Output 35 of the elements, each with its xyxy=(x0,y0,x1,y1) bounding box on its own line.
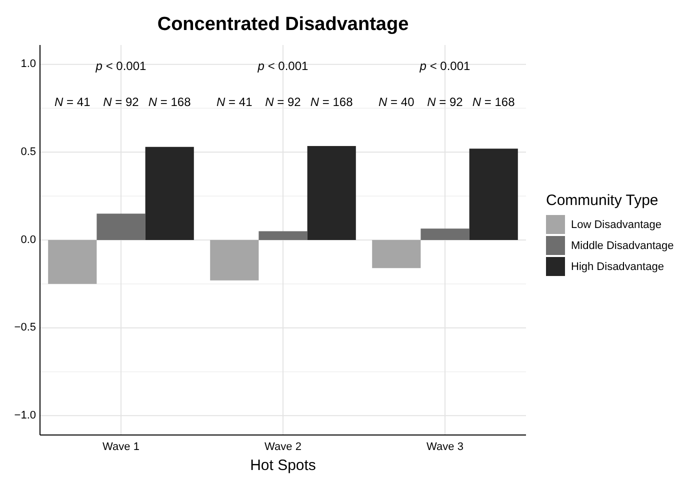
annotation: N = 168 xyxy=(148,95,192,110)
legend-label: High Disadvantage xyxy=(571,260,664,273)
bar xyxy=(96,214,146,240)
legend-label: Low Disadvantage xyxy=(571,218,662,231)
y-tick-label: 0.5 xyxy=(20,146,36,158)
legend-label: Middle Disadvantage xyxy=(571,240,674,252)
annotation: N = 168 xyxy=(472,95,516,110)
y-tick-label: −1.0 xyxy=(14,410,36,422)
annotation: p < 0.001 xyxy=(94,59,147,74)
bar xyxy=(48,240,97,284)
annotation: N = 40 xyxy=(378,95,415,110)
bar xyxy=(145,146,194,240)
annotation: N = 92 xyxy=(103,95,140,110)
annotation: p < 0.001 xyxy=(256,59,309,74)
y-tick-label: 0.0 xyxy=(20,234,36,246)
annotation: N = 41 xyxy=(54,95,91,110)
x-tick-label: Wave 1 xyxy=(102,441,140,453)
annotation: N = 92 xyxy=(265,95,302,110)
x-axis-title: Hot Spots xyxy=(250,457,316,474)
y-tick-label: −0.5 xyxy=(14,322,36,334)
bar xyxy=(372,240,421,268)
bar xyxy=(307,146,356,240)
bar xyxy=(420,228,470,240)
bar xyxy=(258,231,308,240)
x-tick-label: Wave 3 xyxy=(426,441,464,453)
legend-title: Community Type xyxy=(546,192,658,209)
x-tick-label: Wave 2 xyxy=(264,441,302,453)
bar xyxy=(469,148,518,240)
annotation: p < 0.001 xyxy=(418,59,471,74)
bar xyxy=(210,240,259,280)
annotation: N = 41 xyxy=(216,95,253,110)
y-tick-label: 1.0 xyxy=(20,58,36,70)
annotation: N = 168 xyxy=(310,95,354,110)
chart-title: Concentrated Disadvantage xyxy=(157,14,409,35)
annotation: N = 92 xyxy=(427,95,464,110)
